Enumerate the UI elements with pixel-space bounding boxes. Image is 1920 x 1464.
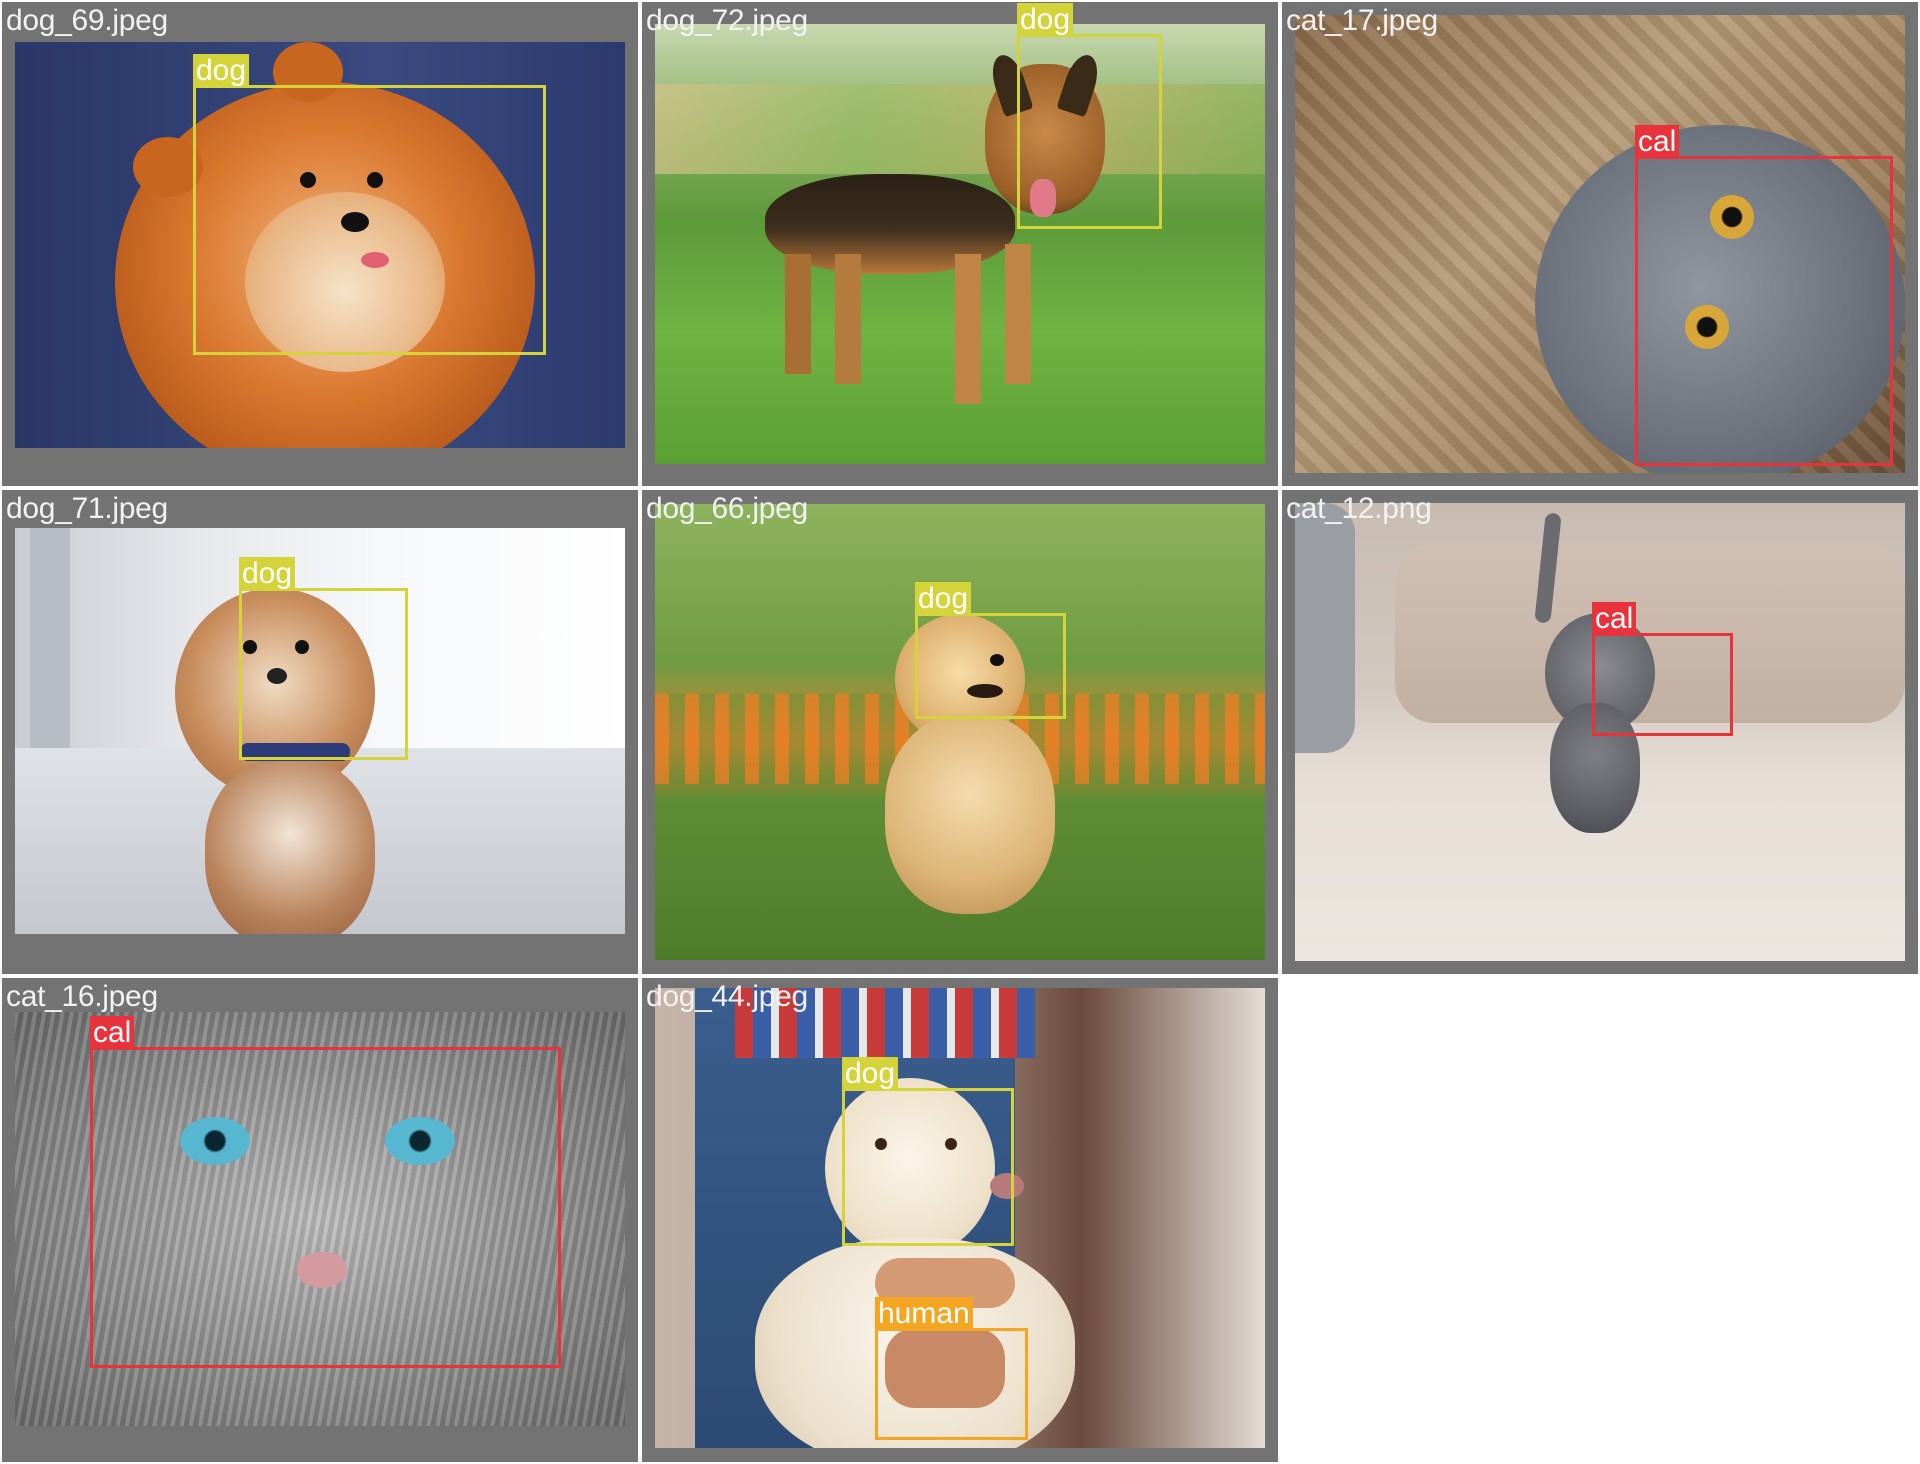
detection-label: cal (1592, 602, 1637, 636)
detection-box-dog[interactable]: dog (842, 1057, 1014, 1246)
detection-box-cat[interactable]: cal (1592, 602, 1733, 736)
result-tile[interactable]: dog dog_71.jpeg (2, 490, 638, 974)
detection-box-cat[interactable]: cal (1635, 125, 1893, 466)
image-filename: dog_44.jpeg (646, 980, 808, 1013)
detection-label: dog (239, 557, 296, 591)
detection-box-cat[interactable]: cal (90, 1016, 561, 1368)
detection-box-dog[interactable]: dog (193, 54, 546, 355)
result-tile[interactable]: dog dog_69.jpeg (2, 2, 638, 486)
result-tile[interactable]: cal cat_16.jpeg (2, 978, 638, 1462)
detection-label: dog (1017, 3, 1074, 37)
photo-grey-kitten (1295, 503, 1905, 961)
detection-box-human[interactable]: human (875, 1297, 1028, 1440)
result-tile[interactable]: cal cat_17.jpeg (1282, 2, 1918, 486)
image-filename: cat_17.jpeg (1286, 4, 1438, 37)
result-tile[interactable]: dog human dog_44.jpeg (642, 978, 1278, 1462)
photo-pomeranian (15, 42, 625, 448)
detection-box-dog[interactable]: dog (1017, 3, 1162, 229)
detection-label: cal (1635, 125, 1680, 159)
image-filename: dog_66.jpeg (646, 492, 808, 525)
detection-label: dog (193, 54, 250, 88)
result-tile[interactable]: cal cat_12.png (1282, 490, 1918, 974)
photo-grey-cat-basket (1295, 15, 1905, 473)
photo-golden-puppy (655, 504, 1265, 960)
image-filename: dog_69.jpeg (6, 4, 168, 37)
detection-label: dog (842, 1057, 899, 1091)
image-filename: cat_12.png (1286, 492, 1432, 525)
photo-poodle-mix (15, 528, 625, 934)
photo-tabby-closeup (15, 1012, 625, 1426)
photo-labrador-with-person (655, 988, 1265, 1448)
detection-label: cal (90, 1016, 135, 1050)
detection-box-dog[interactable]: dog (239, 557, 408, 760)
image-filename: cat_16.jpeg (6, 980, 158, 1013)
result-tile[interactable]: dog dog_72.jpeg (642, 2, 1278, 486)
image-filename: dog_72.jpeg (646, 4, 808, 37)
result-tile[interactable]: dog dog_66.jpeg (642, 490, 1278, 974)
detection-label: human (875, 1297, 973, 1331)
photo-german-shepherd (655, 24, 1265, 464)
image-filename: dog_71.jpeg (6, 492, 168, 525)
detection-box-dog[interactable]: dog (915, 582, 1066, 719)
detection-label: dog (915, 582, 972, 616)
